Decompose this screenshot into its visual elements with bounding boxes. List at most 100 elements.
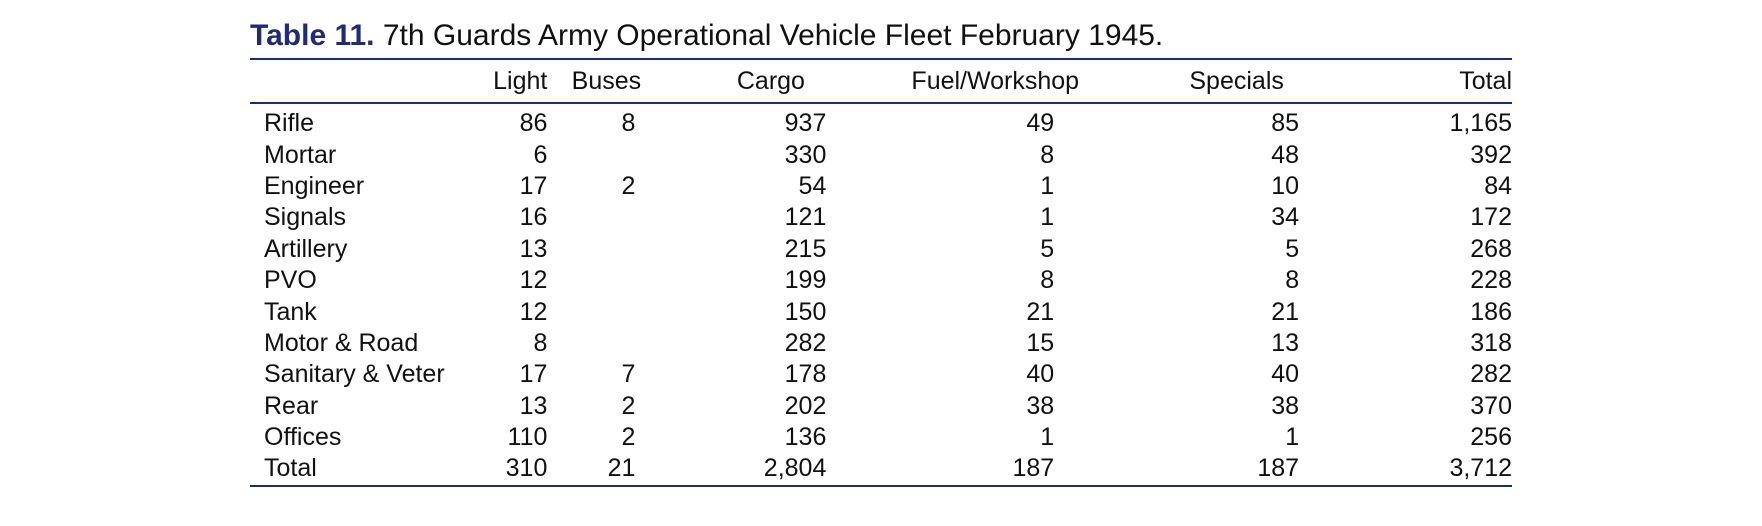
table-header: Light Buses Cargo Fuel/Workshop Specials… — [250, 59, 1512, 103]
row-label: Engineer — [264, 171, 365, 200]
cell-buses — [547, 139, 665, 170]
cell-cargo: 136 — [784, 423, 827, 452]
table-row: Sanitary & Veter 17 7 178 40 40 282 — [250, 359, 1512, 390]
cell-total: 228 — [1470, 266, 1512, 295]
table-row: Signals 16 121 1 34 172 — [250, 202, 1512, 233]
table-caption-label: Table 11. — [250, 19, 375, 52]
cell-fuel-workshop: 49 — [1026, 109, 1055, 138]
cell-buses: 8 — [621, 109, 636, 138]
table-row: Engineer 17 2 54 1 10 84 — [250, 171, 1512, 202]
cell-light: 110 — [507, 423, 548, 452]
table-caption-text: 7th Guards Army Operational Vehicle Flee… — [382, 19, 1164, 52]
cell-specials: 85 — [1271, 109, 1300, 138]
header-specials: Specials — [1189, 66, 1284, 95]
cell-buses — [547, 202, 665, 233]
cell-total: 392 — [1470, 140, 1512, 169]
table-figure: Table 11. 7th Guards Army Operational Ve… — [250, 16, 1512, 487]
cell-total: 256 — [1470, 423, 1512, 452]
row-label: Rifle — [264, 109, 315, 138]
cell-buses — [547, 296, 665, 327]
header-cargo: Cargo — [736, 66, 805, 95]
cell-total: 370 — [1470, 391, 1512, 420]
cell-cargo: 178 — [784, 360, 827, 389]
cell-cargo: 150 — [784, 297, 827, 326]
cell-total: 268 — [1470, 234, 1512, 263]
cell-buses: 21 — [607, 454, 636, 483]
cell-light: 17 — [519, 360, 548, 389]
cell-fuel-workshop: 8 — [1040, 266, 1055, 295]
cell-light: 13 — [519, 391, 548, 420]
cell-total: 3,712 — [1449, 454, 1512, 483]
cell-specials: 1 — [1285, 423, 1300, 452]
cell-specials: 13 — [1271, 328, 1300, 357]
cell-total: 84 — [1484, 171, 1512, 200]
vehicle-fleet-table: Light Buses Cargo Fuel/Workshop Specials… — [250, 58, 1512, 487]
cell-total: 318 — [1470, 328, 1512, 357]
cell-cargo: 282 — [784, 328, 827, 357]
row-label: Rear — [264, 391, 319, 420]
cell-specials: 48 — [1271, 140, 1300, 169]
cell-cargo: 202 — [784, 391, 827, 420]
table-caption: Table 11. 7th Guards Army Operational Ve… — [250, 16, 1512, 58]
cell-fuel-workshop: 5 — [1040, 234, 1055, 263]
row-label: Tank — [264, 297, 317, 326]
table-row: Mortar 6 330 8 48 392 — [250, 139, 1512, 170]
cell-specials: 5 — [1285, 234, 1300, 263]
cell-fuel-workshop: 15 — [1026, 328, 1055, 357]
cell-light: 12 — [519, 297, 548, 326]
cell-total: 172 — [1470, 203, 1512, 232]
cell-cargo: 199 — [784, 266, 827, 295]
cell-specials: 34 — [1271, 203, 1300, 232]
cell-cargo: 2,804 — [763, 454, 827, 483]
table-row: PVO 12 199 8 8 228 — [250, 265, 1512, 296]
cell-cargo: 215 — [784, 234, 827, 263]
cell-buses — [547, 234, 665, 265]
row-label: Total — [264, 454, 317, 483]
cell-fuel-workshop: 21 — [1026, 297, 1055, 326]
cell-cargo: 54 — [798, 171, 827, 200]
cell-fuel-workshop: 1 — [1040, 203, 1055, 232]
cell-buses — [547, 265, 665, 296]
cell-cargo: 121 — [784, 203, 827, 232]
cell-total: 282 — [1470, 360, 1512, 389]
header-fuel-workshop: Fuel/Workshop — [911, 66, 1080, 95]
table-row: Tank 12 150 21 21 186 — [250, 296, 1512, 327]
cell-light: 310 — [505, 454, 548, 483]
row-label: Mortar — [264, 140, 337, 169]
cell-fuel-workshop: 38 — [1026, 391, 1055, 420]
table-row: Rifle 86 8 937 49 85 1,165 — [250, 103, 1512, 139]
cell-specials: 10 — [1271, 171, 1300, 200]
cell-light: 6 — [533, 140, 548, 169]
table-row: Motor & Road 8 282 15 13 318 — [250, 328, 1512, 359]
cell-total: 1,165 — [1449, 109, 1512, 138]
row-label: Artillery — [264, 234, 348, 263]
row-label: PVO — [264, 266, 317, 295]
row-label: Motor & Road — [264, 328, 419, 357]
cell-cargo: 330 — [784, 140, 827, 169]
table-row: Artillery 13 215 5 5 268 — [250, 234, 1512, 265]
cell-buses: 7 — [621, 360, 636, 389]
cell-buses: 2 — [621, 171, 636, 200]
header-row: Light Buses Cargo Fuel/Workshop Specials… — [250, 59, 1512, 103]
cell-specials: 38 — [1271, 391, 1300, 420]
table-row: Rear 13 2 202 38 38 370 — [250, 391, 1512, 422]
cell-light: 17 — [519, 171, 548, 200]
cell-specials: 21 — [1271, 297, 1300, 326]
cell-buses: 2 — [621, 391, 636, 420]
header-row-label — [250, 59, 489, 103]
cell-specials: 40 — [1271, 360, 1300, 389]
cell-fuel-workshop: 1 — [1040, 171, 1055, 200]
table-row: Offices 110 2 136 1 1 256 — [250, 422, 1512, 453]
cell-light: 86 — [519, 109, 548, 138]
cell-fuel-workshop: 40 — [1026, 360, 1055, 389]
cell-light: 8 — [533, 328, 548, 357]
header-total: Total — [1459, 66, 1512, 95]
row-label: Signals — [264, 203, 346, 232]
cell-cargo: 937 — [784, 109, 827, 138]
cell-fuel-workshop: 187 — [1012, 454, 1055, 483]
header-light: Light — [493, 66, 548, 95]
cell-specials: 187 — [1257, 454, 1300, 483]
cell-light: 16 — [519, 203, 548, 232]
cell-light: 12 — [519, 266, 548, 295]
header-buses: Buses — [571, 66, 642, 95]
